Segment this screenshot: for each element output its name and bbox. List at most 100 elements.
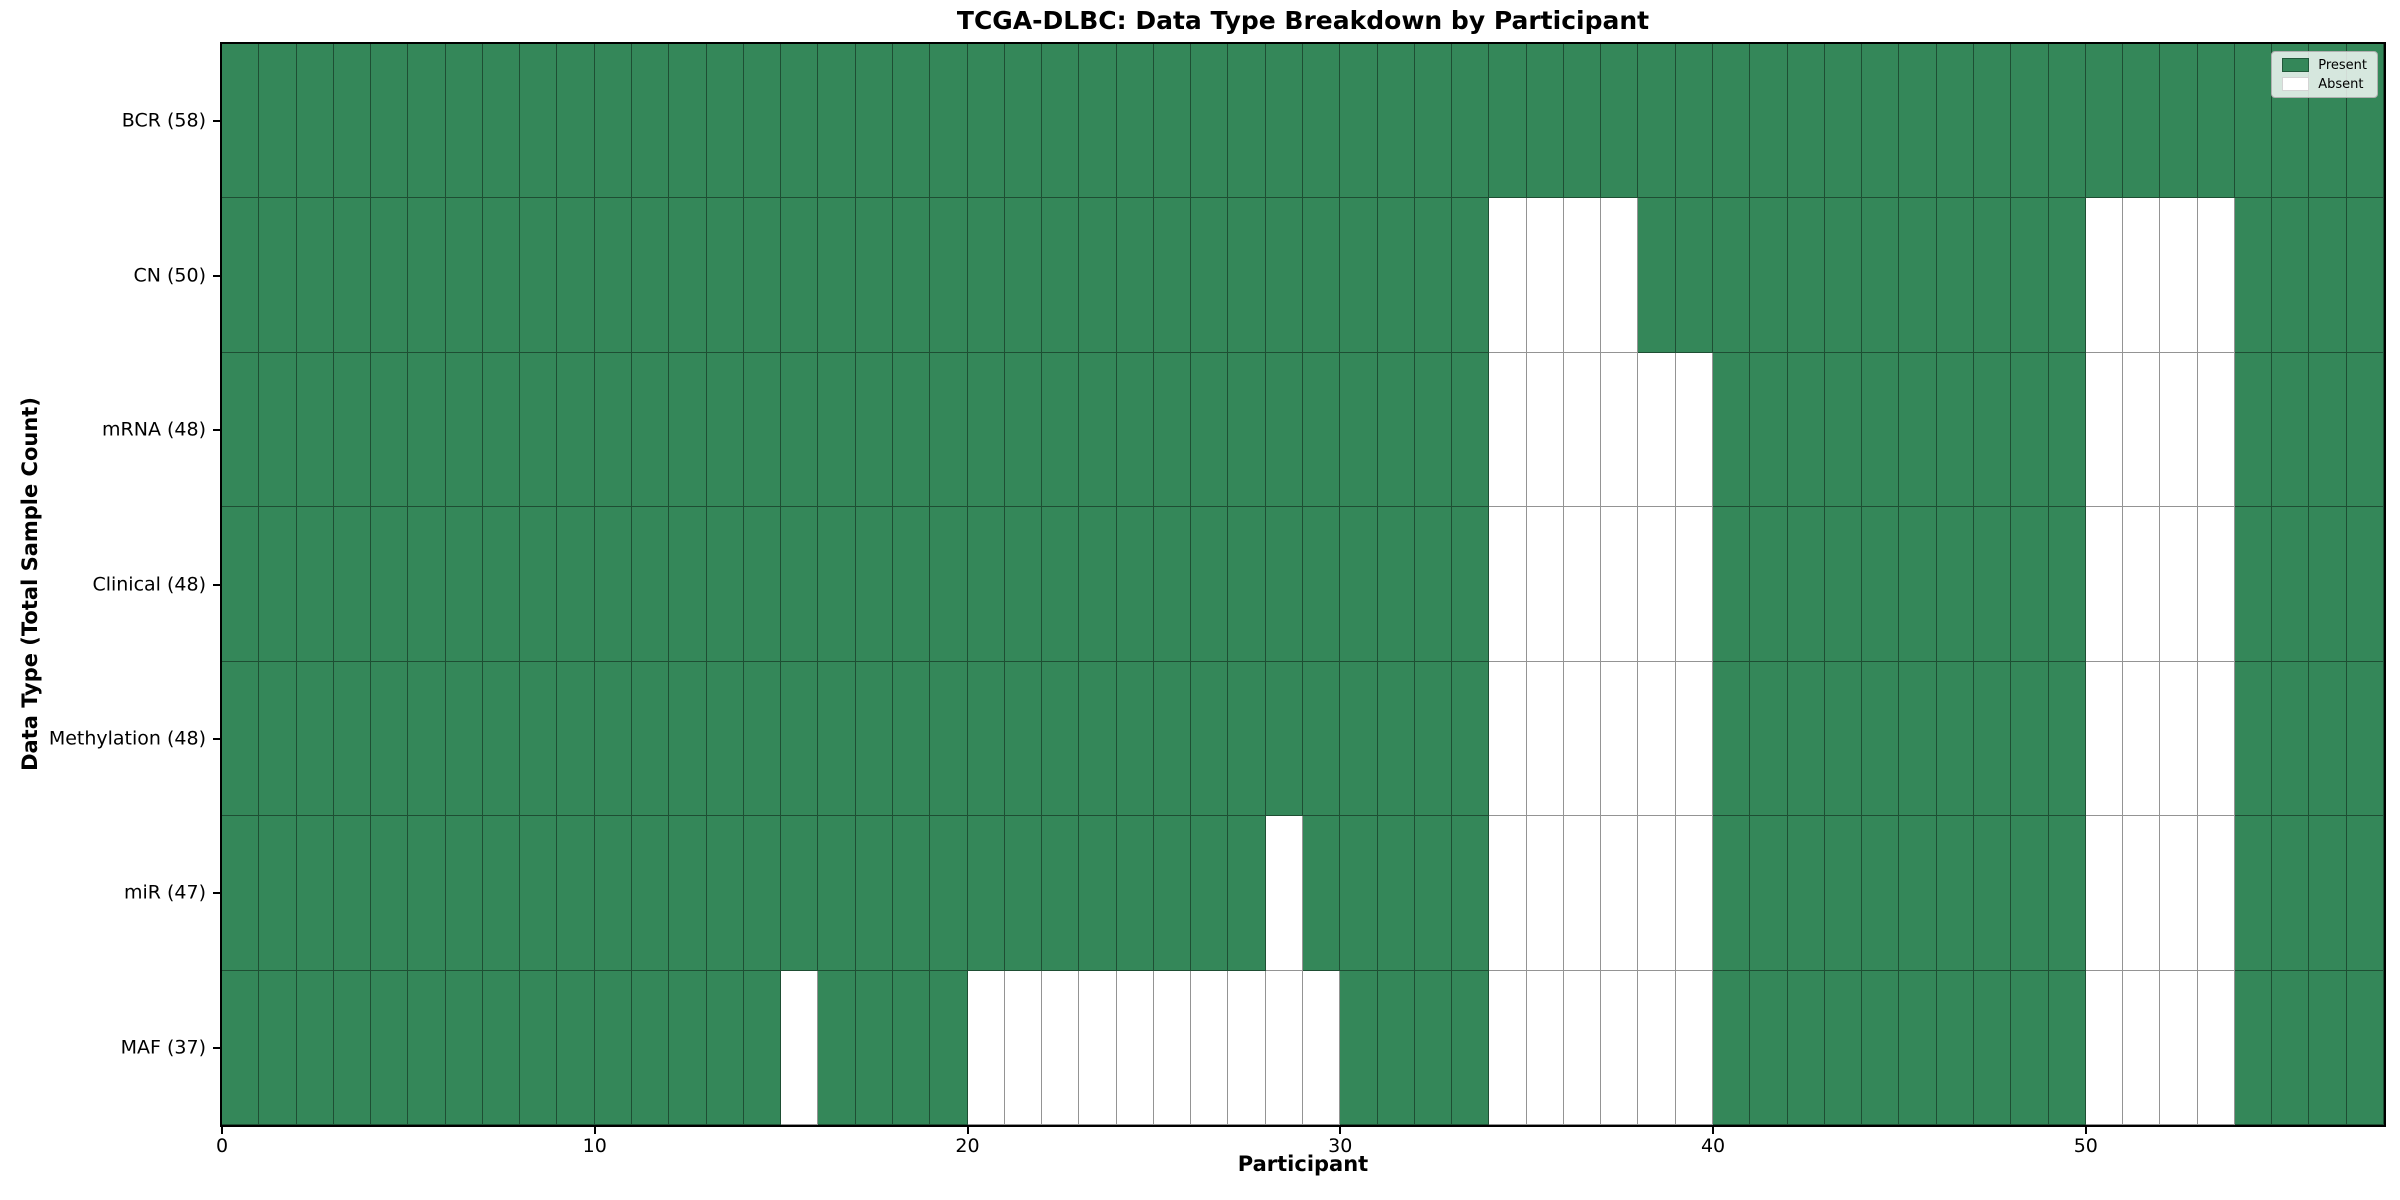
heatmap-cell — [557, 816, 595, 971]
heatmap-cell — [967, 970, 1005, 1125]
y-tick-mark — [213, 429, 222, 432]
heatmap-cell — [1191, 816, 1229, 971]
heatmap-cell — [296, 816, 334, 971]
heatmap-cell — [2309, 970, 2347, 1125]
heatmap-cell — [1452, 816, 1490, 971]
y-tick-label: MAF (37) — [120, 1036, 206, 1059]
heatmap-cell — [2272, 661, 2310, 817]
heatmap-cell — [557, 507, 595, 662]
heatmap-cell — [408, 661, 446, 817]
heatmap-cell — [1452, 970, 1490, 1125]
heatmap-cell — [1601, 507, 1639, 662]
heatmap-cell — [2197, 661, 2235, 817]
heatmap-cell — [1265, 507, 1303, 662]
heatmap-cell — [1787, 352, 1825, 508]
heatmap-cell — [1713, 816, 1751, 971]
heatmap-cell — [1862, 198, 1900, 353]
heatmap-cell — [1973, 352, 2012, 508]
heatmap-cell — [1377, 816, 1415, 971]
heatmap-cell — [371, 816, 409, 971]
heatmap-cell — [1638, 970, 1676, 1125]
heatmap-cell — [706, 816, 744, 971]
heatmap-cell — [855, 44, 893, 199]
heatmap-cell — [818, 507, 856, 662]
heatmap-cell — [1116, 970, 1154, 1125]
heatmap-cell — [1899, 970, 1937, 1125]
heatmap-cell — [818, 352, 856, 508]
x-tick-mark — [593, 1125, 596, 1134]
heatmap-cell — [2011, 44, 2049, 199]
y-tick-mark — [213, 892, 222, 895]
heatmap-cell — [1563, 816, 1602, 971]
heatmap-cell — [1414, 507, 1453, 662]
heatmap-cell — [855, 352, 893, 508]
heatmap-cell — [594, 352, 633, 508]
heatmap-cell — [2011, 970, 2049, 1125]
heatmap-cell — [1414, 970, 1453, 1125]
heatmap-cell — [892, 970, 931, 1125]
heatmap-cell — [1265, 198, 1303, 353]
heatmap-cell — [1079, 661, 1117, 817]
heatmap-cell — [1675, 661, 1714, 817]
heatmap-cell — [594, 816, 633, 971]
heatmap-cell — [1936, 970, 1974, 1125]
heatmap-cell — [930, 352, 968, 508]
heatmap-cell — [781, 198, 819, 353]
heatmap-cell — [1228, 661, 1266, 817]
heatmap-cell — [222, 661, 260, 817]
heatmap-cell — [1750, 970, 1788, 1125]
heatmap-cell — [1862, 507, 1900, 662]
heatmap-cell — [2048, 970, 2086, 1125]
heatmap-cell — [1340, 661, 1378, 817]
heatmap-cell — [1265, 816, 1303, 971]
heatmap-cell — [296, 44, 334, 199]
heatmap-cell — [1191, 507, 1229, 662]
heatmap-cell — [2160, 198, 2198, 353]
heatmap-cell — [1526, 507, 1564, 662]
heatmap-cell — [2234, 816, 2273, 971]
heatmap-cell — [1638, 507, 1676, 662]
heatmap-cell — [2234, 198, 2273, 353]
heatmap-cell — [2309, 198, 2347, 353]
heatmap-cell — [2048, 816, 2086, 971]
heatmap-cell — [892, 816, 931, 971]
heatmap-cell — [482, 507, 521, 662]
heatmap-cell — [594, 970, 633, 1125]
heatmap-cell — [930, 970, 968, 1125]
heatmap-cell — [892, 352, 931, 508]
heatmap-cell — [2197, 970, 2235, 1125]
heatmap-cell — [1713, 44, 1751, 199]
heatmap-cell — [1153, 970, 1192, 1125]
heatmap-cell — [1489, 816, 1527, 971]
heatmap-cell — [1452, 507, 1490, 662]
heatmap-cell — [2272, 352, 2310, 508]
heatmap-cell — [781, 352, 819, 508]
heatmap-cell — [1191, 661, 1229, 817]
heatmap-cell — [1265, 352, 1303, 508]
heatmap-cell — [781, 661, 819, 817]
heatmap-cell — [855, 816, 893, 971]
heatmap-cell — [1713, 661, 1751, 817]
heatmap-cell — [1750, 816, 1788, 971]
heatmap-cell — [1377, 44, 1415, 199]
heatmap-cell — [2272, 198, 2310, 353]
heatmap-cell — [2011, 661, 2049, 817]
x-tick-mark — [2084, 1125, 2087, 1134]
heatmap-cell — [2197, 44, 2235, 199]
heatmap-cell — [2123, 352, 2161, 508]
y-tick-label: CN (50) — [133, 264, 206, 287]
heatmap-cell — [333, 970, 372, 1125]
x-tick-mark — [1712, 1125, 1715, 1134]
heatmap-cell — [1489, 44, 1527, 199]
heatmap-cell — [2123, 816, 2161, 971]
heatmap-cell — [1303, 661, 1341, 817]
heatmap-cell — [1638, 661, 1676, 817]
heatmap-cell — [632, 44, 670, 199]
heatmap-cell — [632, 198, 670, 353]
heatmap-cell — [482, 44, 521, 199]
heatmap-cell — [1787, 198, 1825, 353]
heatmap-cell — [2123, 970, 2161, 1125]
heatmap-cell — [1116, 352, 1154, 508]
heatmap-cell — [1414, 44, 1453, 199]
heatmap-cell — [2160, 507, 2198, 662]
